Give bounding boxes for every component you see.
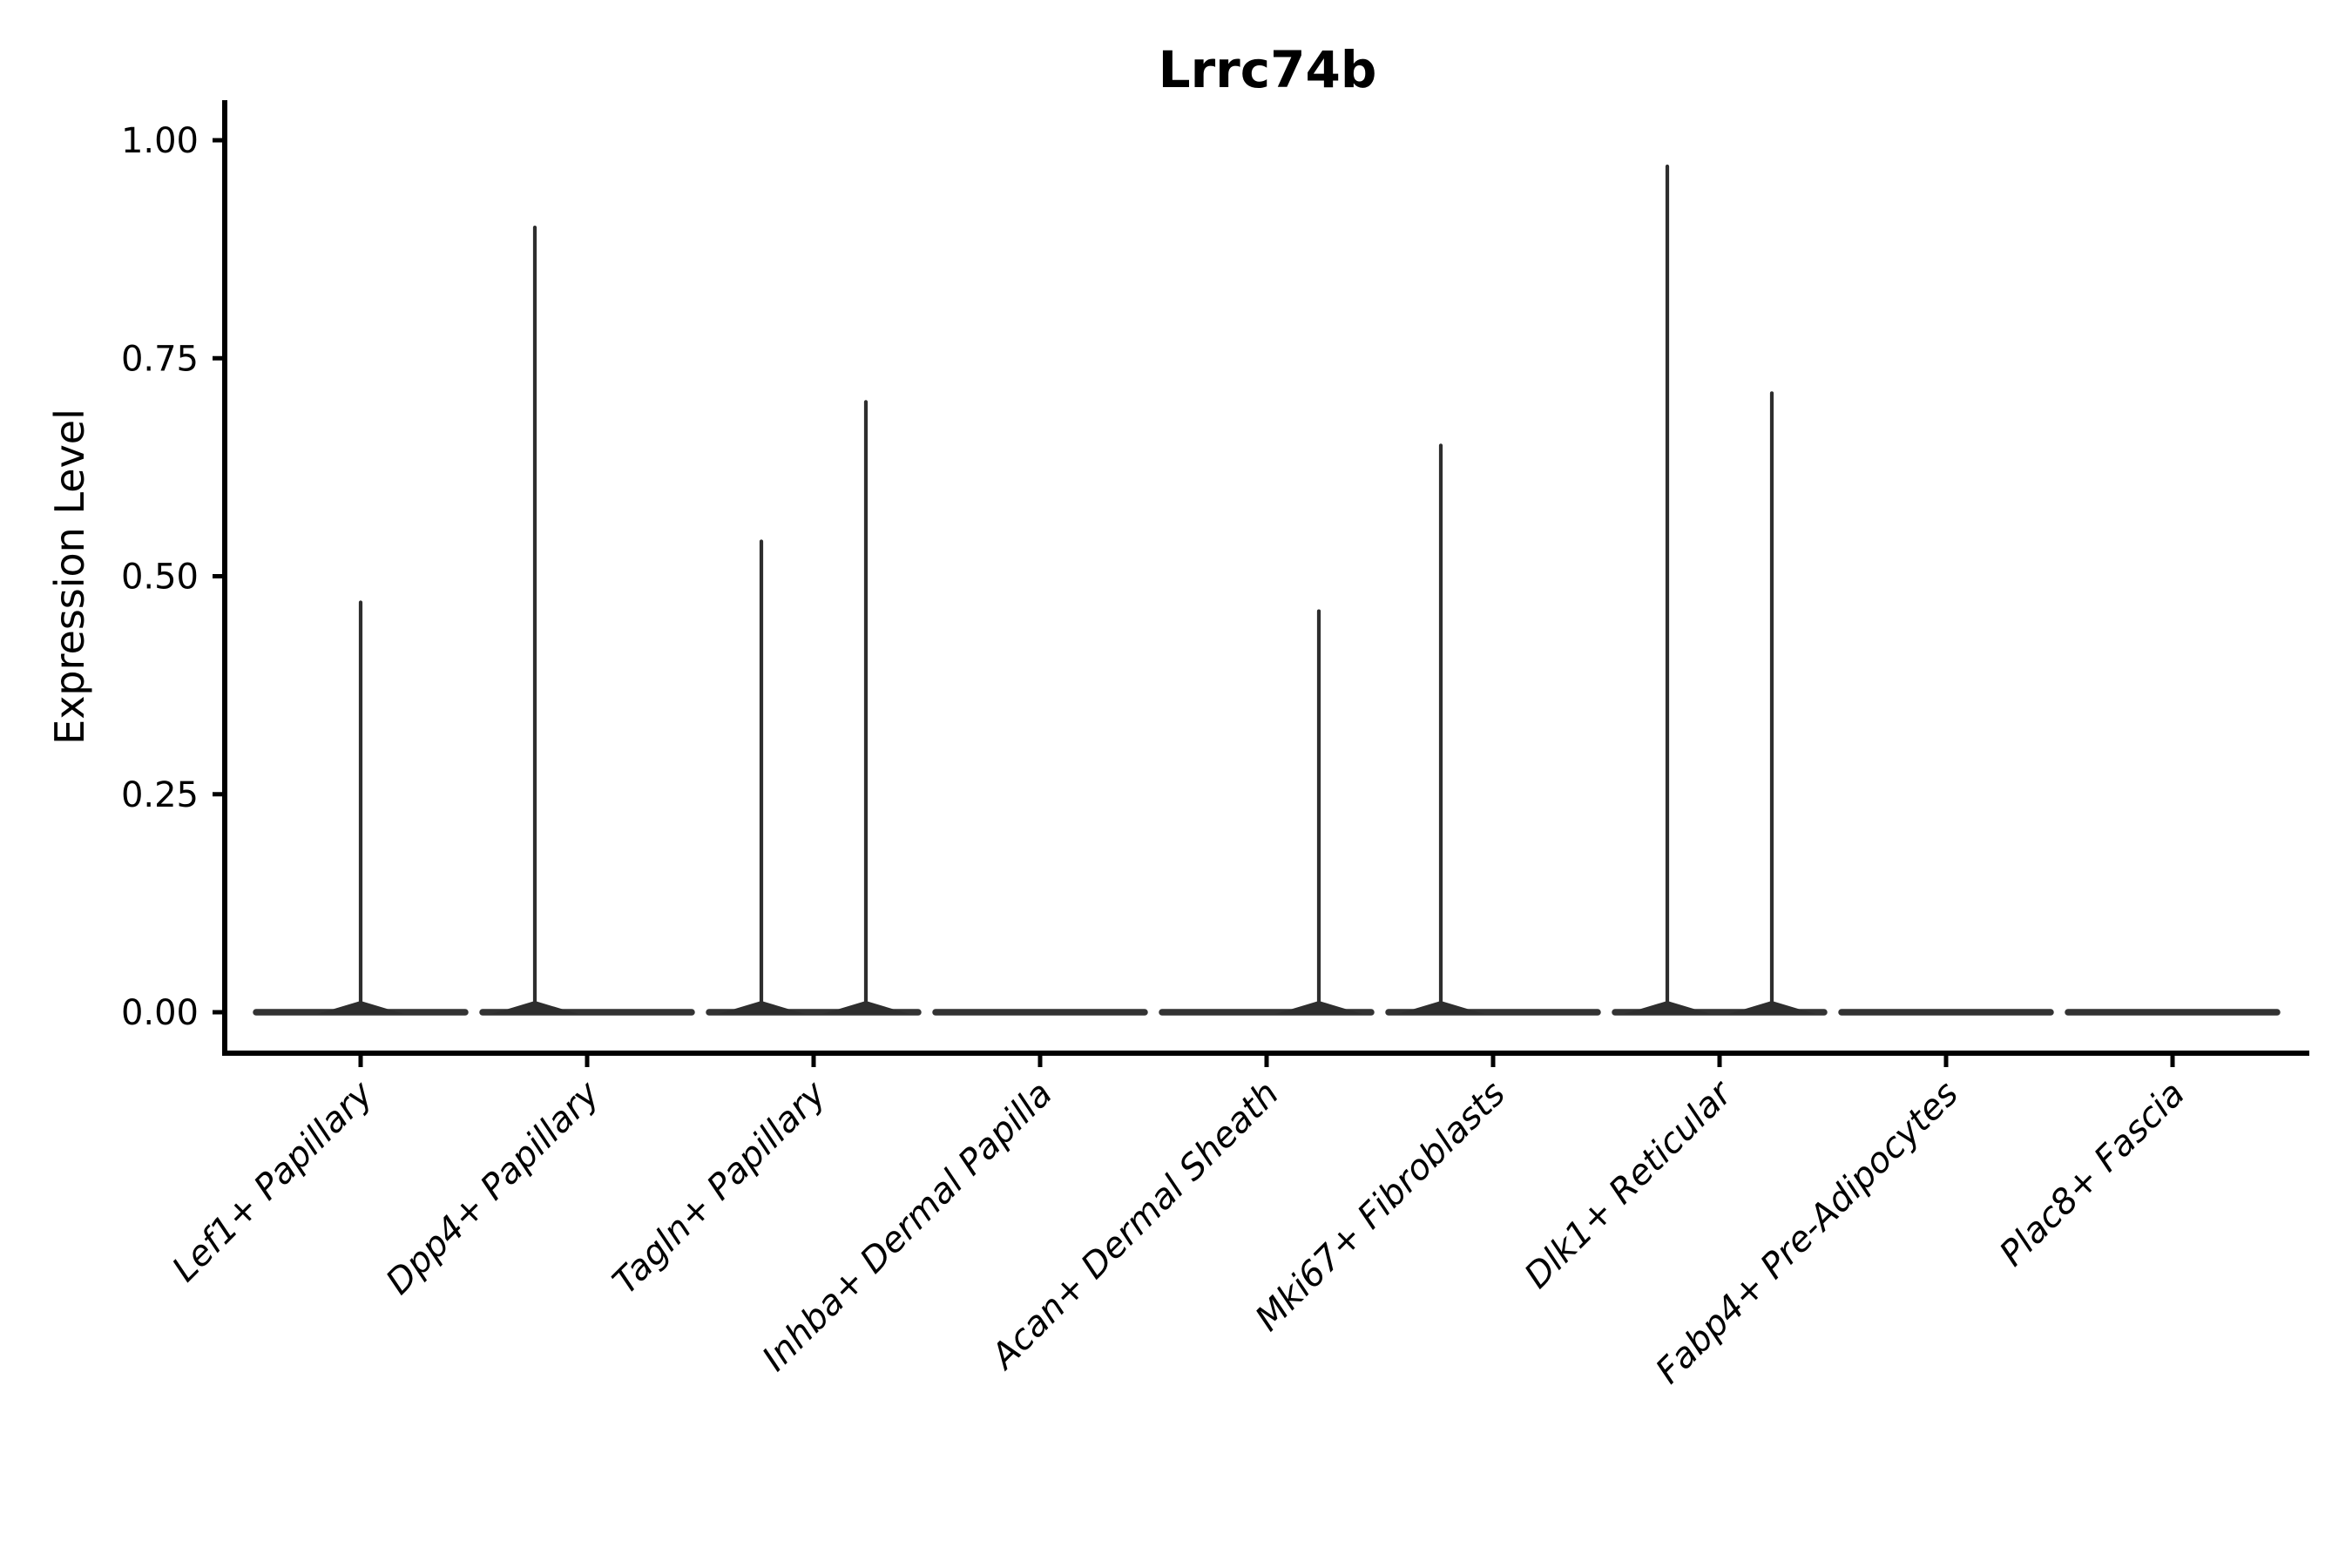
violin	[1385, 443, 1601, 1016]
y-tick-label: 0.50	[121, 558, 199, 598]
x-axis-ticks	[358, 1053, 2175, 1067]
y-tick-label: 0.75	[121, 339, 199, 379]
chart-title: Lrrc74b	[1159, 40, 1377, 99]
y-tick-label: 0.25	[121, 775, 199, 815]
y-axis-label: Expression Level	[46, 409, 93, 745]
x-tick-label: Lef1+ Papillary	[165, 1073, 382, 1290]
y-axis-ticks: 0.00 0.25 0.50 0.75 1.00	[121, 121, 225, 1033]
x-tick-label: Tagln+ Papillary	[605, 1073, 835, 1302]
violin	[1612, 164, 1828, 1016]
violin	[479, 226, 695, 1016]
x-tick-label: Plac8+ Fascia	[1992, 1074, 2193, 1274]
y-tick-label: 1.00	[121, 121, 199, 161]
x-tick-label: Mki67+ Fibroblasts	[1247, 1074, 1513, 1340]
x-tick-label: Dpp4+ Papillary	[379, 1073, 608, 1302]
violin	[253, 600, 469, 1016]
violins-layer	[253, 164, 2281, 1016]
x-tick-label: Dlk1+ Reticular	[1517, 1072, 1741, 1296]
y-tick-label: 0.00	[121, 993, 199, 1033]
violin	[706, 400, 922, 1016]
violin	[1159, 609, 1375, 1016]
